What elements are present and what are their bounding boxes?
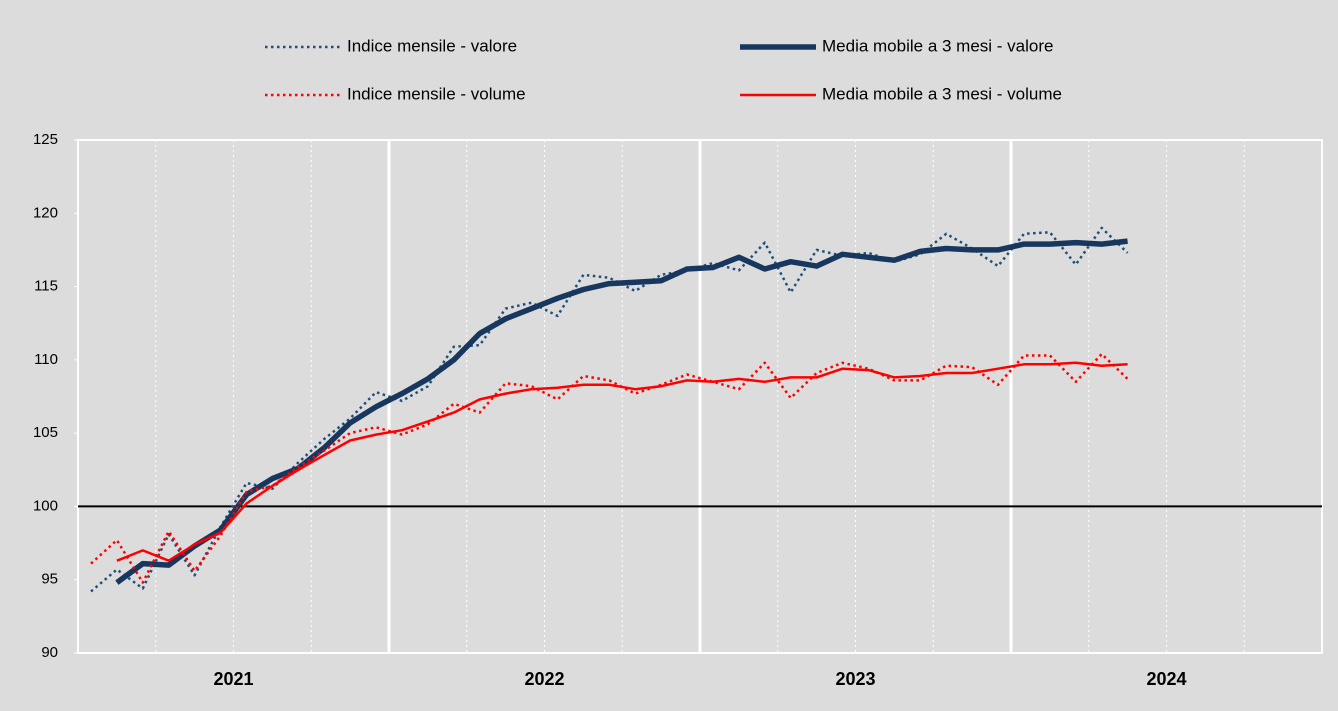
legend-label: Media mobile a 3 mesi - valore — [822, 36, 1053, 55]
series-line — [116, 361, 1128, 562]
x-tick-label: 2021 — [213, 669, 253, 689]
x-tick-label: 2024 — [1146, 669, 1186, 689]
series-line — [115, 238, 1128, 585]
y-tick-label: 100 — [33, 497, 58, 514]
y-tick-label: 125 — [33, 131, 58, 148]
y-tick-label: 95 — [41, 571, 58, 588]
y-tick-label: 115 — [34, 278, 58, 295]
legend-label: Indice mensile - volume — [347, 84, 526, 103]
y-tick-label: 105 — [33, 424, 58, 441]
y-tick-label: 110 — [34, 351, 58, 368]
series-line — [90, 352, 1129, 584]
series-line — [90, 226, 1129, 593]
y-tick-label: 120 — [33, 204, 58, 221]
y-tick-label: 90 — [41, 644, 58, 661]
legend-label: Media mobile a 3 mesi - volume — [822, 84, 1062, 103]
x-tick-label: 2022 — [524, 669, 564, 689]
legend-label: Indice mensile - valore — [347, 36, 517, 55]
x-tick-label: 2023 — [835, 669, 875, 689]
